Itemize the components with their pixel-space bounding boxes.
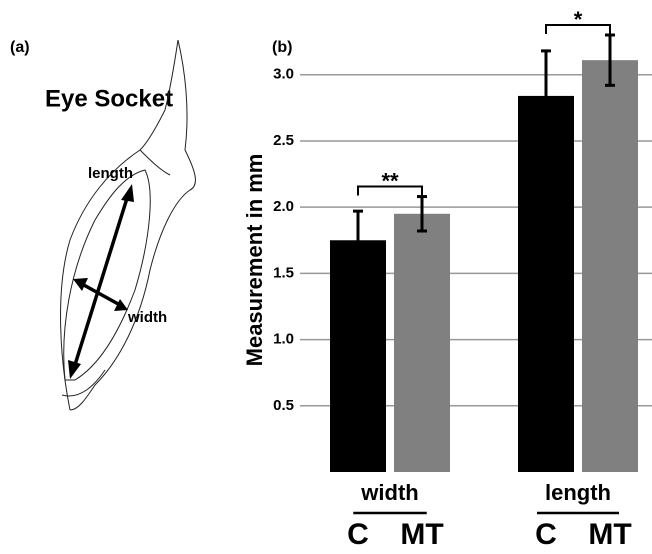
bar bbox=[330, 240, 386, 472]
series-label: MT bbox=[400, 518, 443, 551]
panel-title: Eye Socket bbox=[45, 85, 173, 112]
series-label: C bbox=[347, 518, 369, 551]
y-tick-label: 2.0 bbox=[273, 198, 294, 215]
measure-arrows bbox=[68, 184, 134, 379]
significance-label: ** bbox=[381, 168, 399, 193]
bar bbox=[518, 96, 574, 472]
series-label: MT bbox=[588, 518, 631, 551]
bar bbox=[394, 214, 450, 472]
significance-label: * bbox=[574, 7, 583, 32]
panel-label: (b) bbox=[272, 39, 292, 56]
y-tick-label: 1.0 bbox=[273, 331, 294, 348]
category-label: length bbox=[545, 480, 611, 505]
width-label: width bbox=[127, 309, 167, 326]
figure: (a) Eye Socket length width (b) Measurem… bbox=[0, 0, 652, 554]
y-tick-label: 3.0 bbox=[273, 66, 294, 83]
series-label: C bbox=[535, 518, 557, 551]
y-tick-label: 0.5 bbox=[273, 397, 294, 414]
y-axis-label: Measurement in mm bbox=[242, 154, 267, 367]
y-tick-label: 2.5 bbox=[273, 132, 294, 149]
category-label: width bbox=[360, 480, 418, 505]
y-tick-label: 1.5 bbox=[273, 264, 294, 281]
length-label: length bbox=[88, 165, 133, 182]
panel-label: (a) bbox=[10, 39, 30, 56]
bar bbox=[582, 60, 638, 472]
